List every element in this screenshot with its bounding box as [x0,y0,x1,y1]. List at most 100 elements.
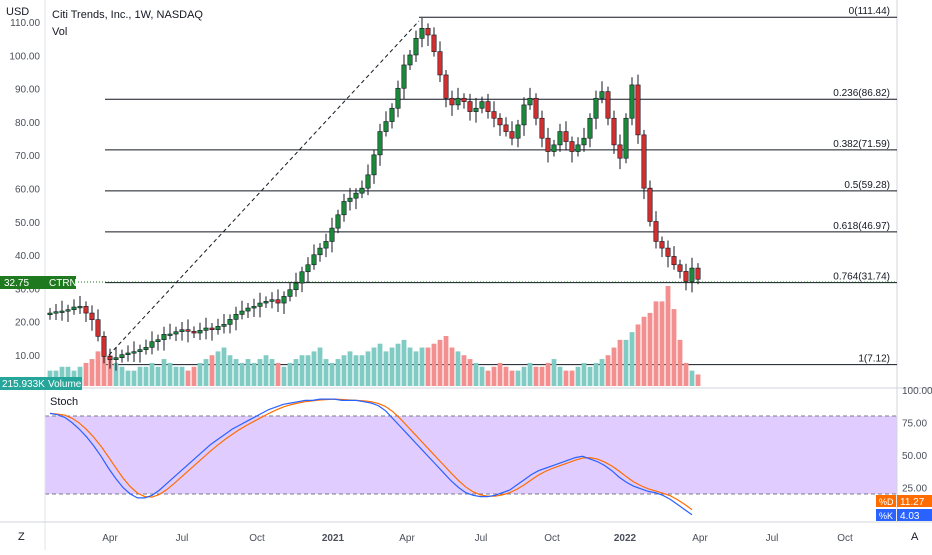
candle-body[interactable] [341,201,347,216]
candle-body[interactable] [521,104,527,126]
candle-body[interactable] [179,329,185,332]
candle-body[interactable] [461,97,467,102]
candle-body[interactable] [185,329,191,332]
candle-body[interactable] [605,91,611,119]
candle-body[interactable] [263,301,269,304]
candle-body[interactable] [623,117,629,159]
candle-body[interactable] [617,144,623,159]
candle-body[interactable] [209,327,215,330]
candle-body[interactable] [413,38,419,56]
candle-body[interactable] [233,314,239,320]
candle-body[interactable] [149,341,155,348]
candle-body[interactable] [53,311,59,314]
candle-body[interactable] [677,264,683,272]
candle-body[interactable] [401,64,407,89]
candle-body[interactable] [473,107,479,112]
candle-body[interactable] [431,34,437,52]
candle-body[interactable] [689,267,695,282]
candle-body[interactable] [221,324,227,327]
candle-body[interactable] [317,247,323,256]
candle-body[interactable] [323,241,329,249]
candle-body[interactable] [587,117,593,139]
candle-body[interactable] [335,214,341,229]
candle-body[interactable] [497,117,503,126]
candle-body[interactable] [203,327,209,331]
candle-body[interactable] [635,84,641,136]
candle-body[interactable] [509,131,515,139]
candle-body[interactable] [287,289,293,297]
candle-body[interactable] [125,352,131,355]
candle-body[interactable] [299,271,305,284]
candle-body[interactable] [293,282,299,291]
candle-body[interactable] [593,97,599,119]
candle-body[interactable] [371,154,377,176]
candle-body[interactable] [383,121,389,132]
candle-body[interactable] [539,117,545,139]
candle-body[interactable] [419,28,425,39]
candle-body[interactable] [629,84,635,119]
candle-body[interactable] [173,331,179,335]
candle-body[interactable] [425,28,431,36]
candle-body[interactable] [269,299,275,302]
candle-body[interactable] [353,192,359,199]
candle-body[interactable] [65,309,71,312]
candle-body[interactable] [377,131,383,156]
candle-body[interactable] [113,357,119,360]
auto-scale-button[interactable]: A [911,531,919,543]
candle-body[interactable] [95,319,101,337]
candle-body[interactable] [227,319,233,325]
candle-body[interactable] [251,306,257,309]
trend-line[interactable] [108,20,420,356]
candle-body[interactable] [101,336,107,357]
candle-body[interactable] [437,51,443,76]
candle-body[interactable] [77,306,83,309]
candle-body[interactable] [407,54,413,66]
candle-body[interactable] [545,137,551,152]
candle-body[interactable] [503,124,509,132]
candle-body[interactable] [527,97,533,106]
candle-body[interactable] [281,296,287,304]
candle-body[interactable] [653,221,659,242]
candle-body[interactable] [131,351,137,354]
candle-body[interactable] [329,227,335,242]
candle-body[interactable] [665,247,671,257]
candle-body[interactable] [167,333,173,336]
candle-body[interactable] [485,101,491,112]
candle-body[interactable] [389,107,395,122]
candle-body[interactable] [215,326,221,330]
candle-body[interactable] [143,347,149,350]
candle-body[interactable] [671,256,677,266]
candle-body[interactable] [683,271,689,282]
candle-body[interactable] [575,144,581,152]
candle-body[interactable] [89,312,95,321]
candle-body[interactable] [311,254,317,266]
candle-body[interactable] [491,111,497,119]
candle-body[interactable] [161,334,167,340]
candle-body[interactable] [119,354,125,358]
candle-body[interactable] [155,339,161,342]
candle-body[interactable] [239,310,245,315]
candle-body[interactable] [581,137,587,146]
candle-body[interactable] [659,241,665,249]
candle-body[interactable] [245,307,251,312]
candle-body[interactable] [611,117,617,146]
candle-body[interactable] [275,299,281,304]
candle-body[interactable] [107,356,113,360]
candle-body[interactable] [515,124,521,139]
candle-body[interactable] [365,174,371,189]
candle-body[interactable] [449,97,455,106]
candle-body[interactable] [563,131,569,142]
candle-body[interactable] [455,97,461,106]
candle-body[interactable] [641,134,647,189]
candle-body[interactable] [479,101,485,109]
candle-body[interactable] [359,187,365,194]
candle-body[interactable] [347,197,353,202]
candle-body[interactable] [197,330,203,334]
candle-body[interactable] [257,302,263,307]
candle-body[interactable] [647,187,653,222]
candle-body[interactable] [533,97,539,119]
candle-body[interactable] [395,87,401,109]
candle-body[interactable] [557,131,563,146]
candle-body[interactable] [191,331,197,334]
candle-body[interactable] [467,101,473,112]
